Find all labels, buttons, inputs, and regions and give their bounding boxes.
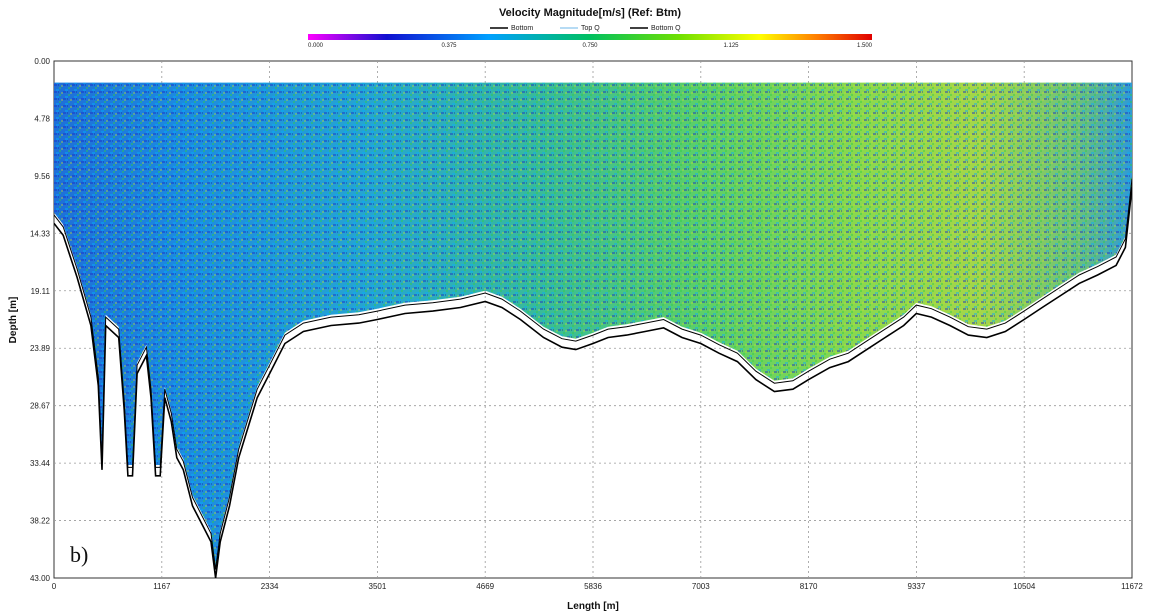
- x-tick-label: 3501: [369, 582, 387, 591]
- colorbar-tick-label: 0.375: [441, 43, 457, 49]
- x-tick-label: 5836: [584, 582, 602, 591]
- panel-label: b): [70, 542, 88, 567]
- y-tick-label: 23.89: [30, 344, 51, 353]
- x-tick-label: 2334: [261, 582, 279, 591]
- legend-entry: Bottom: [511, 25, 533, 32]
- x-tick-label: 10504: [1013, 582, 1036, 591]
- y-tick-label: 14.33: [30, 229, 51, 238]
- bottom-q-line: [54, 178, 1132, 570]
- x-tick-label: 8170: [800, 582, 818, 591]
- y-axis-title: Depth [m]: [8, 297, 19, 344]
- colorbar-tick-label: 0.750: [582, 43, 598, 49]
- x-tick-label: 1167: [153, 582, 171, 591]
- colorbar-tick-label: 0.000: [308, 43, 324, 49]
- bottom-line: [54, 187, 1132, 578]
- x-tick-label: 9337: [908, 582, 926, 591]
- velocity-noise: [54, 82, 1132, 568]
- x-axis-title: Length [m]: [567, 601, 619, 612]
- x-tick-label: 4669: [476, 582, 494, 591]
- y-tick-label: 19.11: [31, 287, 51, 296]
- legend-entry: Top Q: [581, 25, 600, 32]
- y-tick-label: 4.78: [34, 114, 50, 123]
- y-tick-label: 28.67: [30, 402, 51, 411]
- colorbar-gradient: [308, 34, 872, 40]
- y-tick-label: 38.22: [30, 517, 51, 526]
- colorbar: 0.000 0.375 0.750 1.125 1.500: [308, 34, 873, 49]
- colorbar-tick-label: 1.500: [857, 43, 873, 49]
- x-tick-label: 7003: [692, 582, 710, 591]
- y-tick-label: 9.56: [34, 172, 50, 181]
- y-tick-label: 33.44: [30, 459, 51, 468]
- chart-title: Velocity Magnitude[m/s] (Ref: Btm): [499, 7, 681, 19]
- x-tick-label: 0: [52, 582, 57, 591]
- legend-entry: Bottom Q: [651, 25, 681, 32]
- colorbar-tick-label: 1.125: [723, 43, 739, 49]
- x-axis-ticks: 0 1167 2334 3501 4669 5836 7003 8170 9337 10504 11…: [52, 582, 1144, 591]
- y-tick-label: 43.00: [30, 574, 51, 583]
- x-tick-label: 11672: [1121, 582, 1143, 591]
- legend: Bottom Top Q Bottom Q: [490, 25, 681, 32]
- y-axis-ticks: 0.00 4.78 9.56 14.33 19.11 23.89 28.67 33.44 38.…: [30, 57, 51, 583]
- y-tick-label: 0.00: [34, 57, 50, 66]
